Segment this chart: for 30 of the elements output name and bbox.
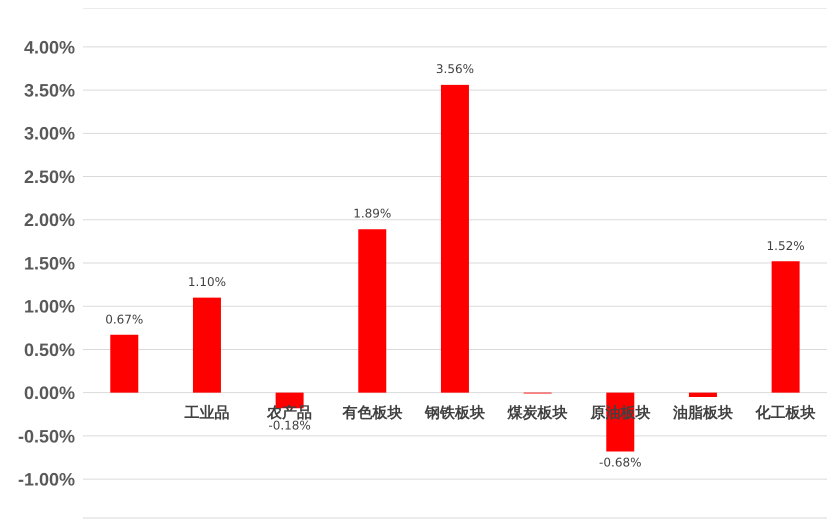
data-label: 1.89%: [353, 206, 392, 221]
x-tick-label: 农产品: [266, 403, 312, 422]
y-tick-label: 1.50%: [24, 253, 75, 274]
bar: [772, 261, 800, 393]
data-label: 0.67%: [105, 312, 144, 326]
y-tick-label: 3.00%: [24, 124, 75, 144]
y-tick-label: 2.00%: [24, 210, 75, 230]
x-tick-label: 有色板块: [341, 403, 402, 422]
y-tick-label: 1.00%: [24, 296, 75, 317]
y-tick-label: -1.00%: [18, 469, 75, 490]
y-tick-label: 4.00%: [24, 37, 75, 58]
bar: [440, 84, 469, 393]
x-tick-label: 煤炭板块: [506, 403, 568, 422]
x-tick-label: 钢铁板块: [424, 403, 485, 422]
y-tick-label: 2.50%: [24, 166, 75, 187]
bar: [688, 392, 717, 397]
y-tick-label: 0.50%: [24, 340, 75, 360]
x-tick-label: 工业品: [184, 403, 230, 422]
y-tick-label: 0.00%: [24, 383, 75, 404]
data-label: 1.52%: [766, 238, 805, 253]
x-tick-label: 油脂板块: [672, 403, 733, 422]
bar: [358, 229, 386, 393]
x-tick-label: 化工板块: [754, 403, 816, 422]
bar: [192, 298, 221, 393]
y-tick-label: 3.50%: [24, 80, 75, 101]
bar: [110, 334, 138, 393]
data-label: 3.56%: [436, 62, 474, 76]
data-label: -0.68%: [599, 455, 642, 470]
y-tick-label: -0.50%: [18, 426, 75, 446]
data-label: 1.10%: [188, 275, 226, 290]
